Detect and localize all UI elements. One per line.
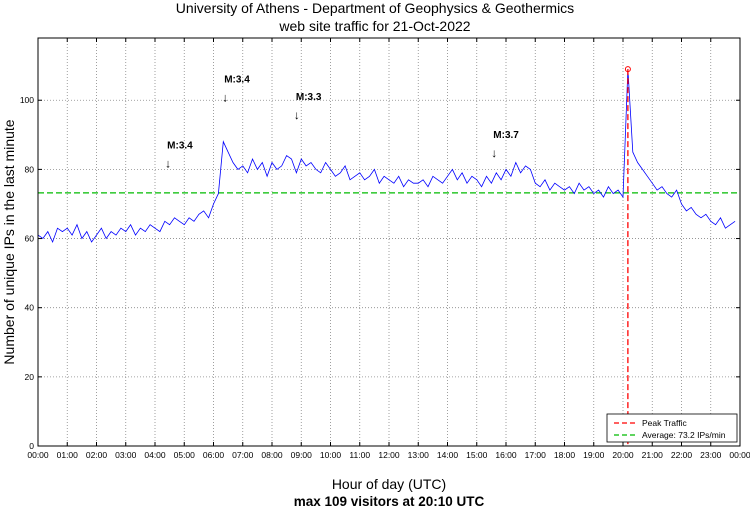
legend: Peak Traffic Average: 73.2 IPs/min	[606, 413, 738, 443]
x-tick-label: 00:00	[729, 450, 750, 460]
x-tick-label: 23:00	[700, 450, 722, 460]
x-tick-label: 05:00	[174, 450, 196, 460]
x-tick-label: 19:00	[583, 450, 605, 460]
x-tick-label: 07:00	[232, 450, 254, 460]
x-tick-label: 10:00	[320, 450, 342, 460]
x-tick-label: 12:00	[378, 450, 400, 460]
x-tick-label: 16:00	[495, 450, 517, 460]
chart-subtitle: max 109 visitors at 20:10 UTC	[294, 494, 485, 509]
x-tick-label: 22:00	[671, 450, 693, 460]
x-tick-label: 01:00	[57, 450, 79, 460]
x-tick-label: 20:00	[612, 450, 634, 460]
earthquake-annotation-label: M:3.7	[493, 130, 519, 141]
grid	[38, 38, 740, 446]
ticks: 00:00 01:00 02:00 03:00 04:00 05:00 06:00 07:00…	[20, 38, 750, 460]
down-arrow-icon: ↓	[491, 146, 497, 160]
plot-frame	[37, 37, 741, 447]
y-tick-label: 0	[29, 441, 34, 451]
chart-title-line-2: web site traffic for 21-Oct-2022	[278, 18, 470, 34]
annotations: M:3.4 ↓ M:3.4 ↓ M:3.3 ↓ M:3.7 ↓	[165, 75, 519, 171]
x-tick-label: 09:00	[291, 450, 313, 460]
chart-title-line-1: University of Athens - Department of Geo…	[176, 0, 574, 16]
x-tick-label: 04:00	[144, 450, 166, 460]
x-tick-label: 03:00	[115, 450, 137, 460]
x-tick-label: 00:00	[27, 450, 49, 460]
x-axis-label: Hour of day (UTC)	[332, 476, 446, 492]
x-tick-label: 21:00	[642, 450, 664, 460]
legend-peak-label: Peak Traffic	[642, 418, 687, 428]
x-tick-label: 08:00	[261, 450, 283, 460]
y-tick-label: 80	[25, 164, 35, 174]
down-arrow-icon: ↓	[165, 156, 171, 170]
y-tick-label: 40	[25, 303, 35, 313]
earthquake-annotation-label: M:3.4	[224, 75, 250, 86]
x-tick-label: 06:00	[203, 450, 225, 460]
x-tick-label: 11:00	[349, 450, 370, 460]
earthquake-annotation-label: M:3.4	[167, 140, 193, 151]
x-tick-label: 18:00	[554, 450, 576, 460]
y-tick-label: 100	[20, 95, 34, 105]
peak-group	[624, 66, 631, 446]
down-arrow-icon: ↓	[222, 91, 228, 105]
x-tick-label: 15:00	[466, 450, 488, 460]
down-arrow-icon: ↓	[294, 108, 300, 122]
peak-marker	[624, 66, 631, 73]
y-axis-label: Number of unique IPs in the last minute	[1, 119, 17, 364]
x-tick-label: 14:00	[437, 450, 459, 460]
x-tick-label: 02:00	[86, 450, 108, 460]
x-tick-label: 17:00	[525, 450, 547, 460]
legend-average-label: Average: 73.2 IPs/min	[642, 430, 726, 440]
y-tick-label: 20	[25, 372, 35, 382]
y-tick-label: 60	[25, 234, 35, 244]
traffic-series-line	[37, 69, 736, 244]
legend-box	[606, 413, 738, 443]
earthquake-annotation-label: M:3.3	[296, 92, 322, 103]
x-tick-label: 13:00	[408, 450, 430, 460]
